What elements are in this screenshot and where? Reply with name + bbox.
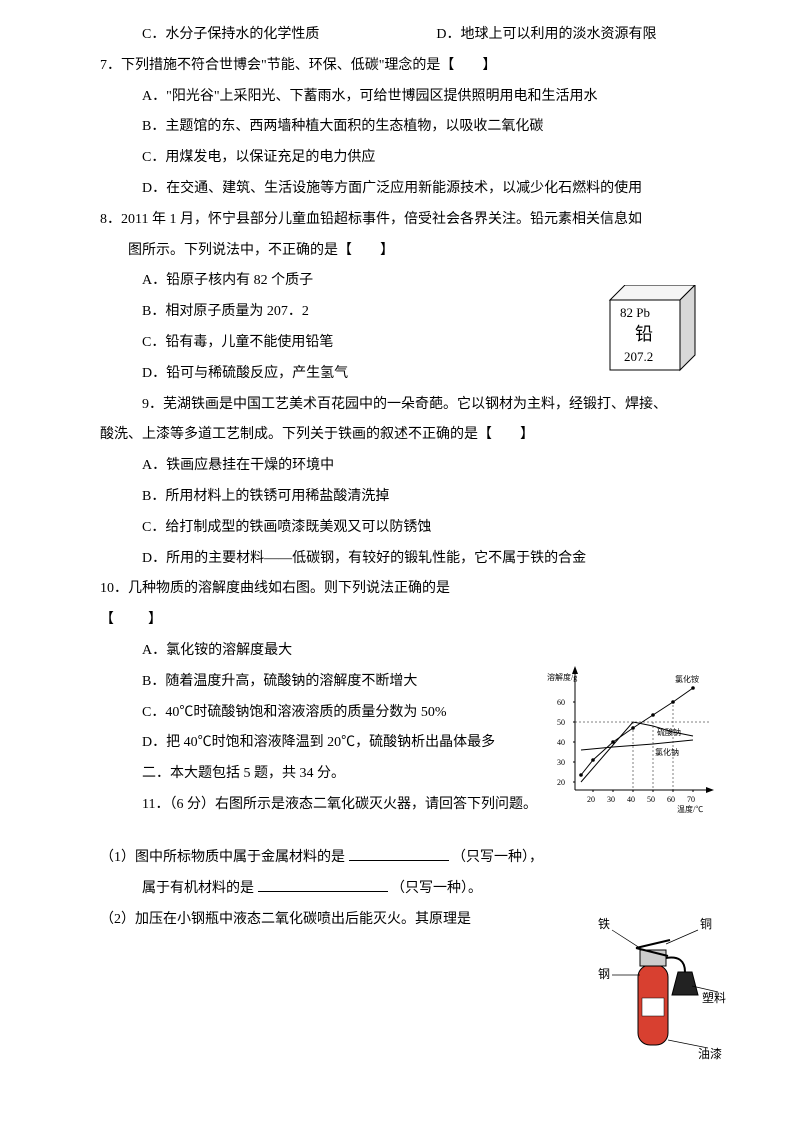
label-iron: 铁 — [598, 917, 610, 931]
q11-1a: （1）图中所标物质中属于金属材料的是 — [100, 850, 345, 865]
elem-num: 82 — [620, 305, 633, 320]
q8-stem2: 图所示。下列说法中，不正确的是【 】 — [100, 236, 720, 267]
svg-text:40: 40 — [627, 795, 635, 804]
series-nh4cl: 氯化铵 — [675, 674, 699, 684]
q11-1c-line: 属于有机材料的是 （只写一种）。 — [100, 874, 720, 905]
q9-c: C．给打制成型的铁画喷漆既美观又可以防锈蚀 — [100, 513, 720, 544]
svg-text:30: 30 — [607, 795, 615, 804]
q6-d: D．地球上可以利用的淡水资源有限 — [436, 27, 656, 42]
q11-1d: （只写一种）。 — [391, 881, 482, 896]
svg-text:60: 60 — [667, 795, 675, 804]
y-label: 溶解度/g — [547, 672, 577, 682]
q11-1c: 属于有机材料的是 — [142, 881, 254, 896]
series-na2so4: 硫酸钠 — [657, 727, 681, 737]
x-label: 温度/℃ — [677, 804, 703, 814]
q7-stem: 7．下列措施不符合世博会"节能、环保、低碳"理念的是【 】 — [100, 51, 720, 82]
q8-stem1: 8．2011 年 1 月，怀宁县部分儿童血铅超标事件，倍受社会各界关注。铅元素相… — [100, 205, 720, 236]
svg-text:20: 20 — [557, 778, 565, 787]
svg-text:82 Pb: 82 Pb — [620, 305, 650, 320]
svg-text:70: 70 — [687, 795, 695, 804]
q10-stem: 10．几种物质的溶解度曲线如右图。则下列说法正确的是 — [100, 574, 720, 605]
elem-name: 铅 — [635, 324, 653, 344]
exam-page: C．水分子保持水的化学性质 D．地球上可以利用的淡水资源有限 7．下列措施不符合… — [0, 0, 800, 1132]
label-copper: 铜 — [700, 916, 712, 931]
label-steel: 钢 — [598, 967, 610, 981]
q10-bracket: 【 】 — [100, 605, 164, 636]
elem-mass: 207.2 — [624, 349, 653, 364]
elem-sym: Pb — [636, 305, 650, 320]
element-cube-figure: 82 Pb 铅 207.2 — [600, 285, 710, 380]
series-nacl: 氯化钠 — [655, 747, 679, 757]
label-plastic: 塑料 — [702, 990, 726, 1005]
solubility-chart: 20 30 40 50 60 20 30 40 50 60 70 — [545, 660, 720, 815]
q6-opts: C．水分子保持水的化学性质 D．地球上可以利用的淡水资源有限 — [100, 20, 720, 51]
q6-c: C．水分子保持水的化学性质 — [142, 27, 319, 42]
q9-b: B．所用材料上的铁锈可用稀盐酸清洗掉 — [100, 482, 720, 513]
q9-stem2: 酸洗、上漆等多道工艺制成。下列关于铁画的叙述不正确的是【 】 — [100, 420, 720, 451]
q7-d: D．在交通、建筑、生活设施等方面广泛应用新能源技术，以减少化石燃料的使用 — [100, 174, 720, 205]
svg-text:60: 60 — [557, 698, 565, 707]
q7-c: C．用煤发电，以保证充足的电力供应 — [100, 143, 720, 174]
q7-b: B．主题馆的东、西两墙种植大面积的生态植物，以吸收二氧化碳 — [100, 112, 720, 143]
q9-a: A．铁画应悬挂在干燥的环境中 — [100, 451, 720, 482]
svg-text:30: 30 — [557, 758, 565, 767]
svg-text:50: 50 — [647, 795, 655, 804]
q9-d: D．所用的主要材料——低碳钢，有较好的锻轧性能，它不属于铁的合金 — [100, 544, 720, 575]
q9-stem1: 9．芜湖铁画是中国工艺美术百花园中的一朵奇葩。它以钢材为主料，经锻打、焊接、 — [100, 390, 720, 421]
q7-a: A．"阳光谷"上采阳光、下蓄雨水，可给世博园区提供照明用电和生活用水 — [100, 82, 720, 113]
q11-1b: （只写一种）， — [452, 850, 543, 865]
q11-1: （1）图中所标物质中属于金属材料的是 （只写一种）， — [100, 843, 720, 874]
blank-metal[interactable] — [349, 846, 449, 861]
svg-text:40: 40 — [557, 738, 565, 747]
blank-organic[interactable] — [258, 877, 388, 892]
extinguisher-figure: 铁 铜 钢 塑料 油漆 — [590, 910, 730, 1065]
label-paint: 油漆 — [698, 1047, 722, 1061]
svg-text:50: 50 — [557, 718, 565, 727]
svg-text:20: 20 — [587, 795, 595, 804]
